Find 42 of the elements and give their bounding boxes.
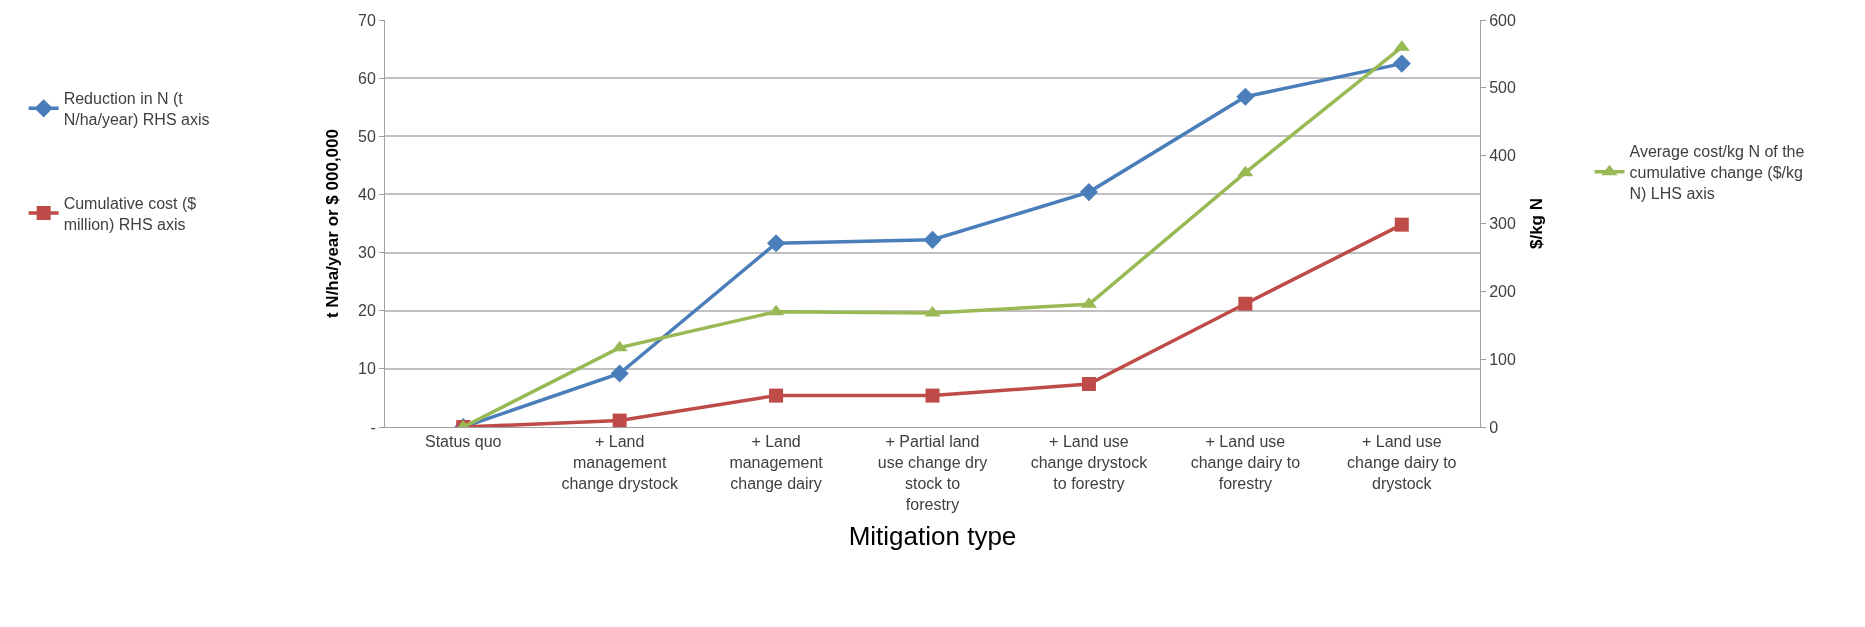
y-tick-label: 50 (358, 127, 376, 145)
y-axis-title: t N/ha/year or $ 000,000 (322, 128, 342, 319)
y-tick-label: 30 (358, 244, 376, 262)
y2-tick-label: 300 (1489, 215, 1516, 233)
y-tick-label: 20 (358, 302, 376, 320)
x-tick-label: + Land use change drystock to forestry (1030, 433, 1149, 492)
x-tick-label: + Land use change dairy to drystock (1347, 433, 1457, 492)
x-tick-label: + Land management change dairy (729, 433, 824, 492)
point (923, 230, 942, 249)
point (1081, 376, 1096, 391)
y-tick-label: - (370, 418, 376, 436)
x-tick-label: + Partial land use change dry stock to forestry (877, 433, 988, 513)
y-tick-label: 70 (358, 11, 376, 29)
y-tick-label: 60 (358, 69, 376, 87)
point (611, 340, 628, 352)
point (610, 364, 629, 383)
y-tick-label: 10 (358, 360, 376, 378)
y2-tick-label: 400 (1489, 147, 1516, 165)
x-tick-label: + Land use change dairy to forestry (1190, 433, 1301, 492)
x-tick-label: Status quo (424, 433, 502, 451)
legend-label: Reduction in N (t N/ha/year) RHS axis (63, 90, 210, 128)
point (612, 413, 627, 427)
point (1236, 87, 1255, 106)
y2-tick-label: 200 (1489, 282, 1516, 300)
point (1394, 217, 1409, 232)
point (1079, 183, 1099, 202)
point (925, 388, 940, 403)
y2-tick-label: 600 (1489, 11, 1516, 29)
x-axis-title: Mitigation type (848, 521, 1017, 552)
y2-tick-label: 0 (1489, 418, 1499, 436)
point (1392, 54, 1411, 73)
point (1237, 165, 1254, 177)
y-tick-label: 40 (358, 186, 376, 204)
y2-axis-title: $/kg N (1527, 197, 1547, 250)
point (1238, 296, 1253, 311)
y2-tick-label: 500 (1489, 79, 1516, 97)
point (769, 388, 784, 403)
legend-label: Average cost/kg N of the cumulative change ($/kg N) LHS axis (1629, 143, 1805, 202)
y2-tick-label: 100 (1489, 350, 1516, 368)
x-tick-label: + Land management change drystock (561, 433, 679, 492)
legend-label: Cumulative cost ($ million) RHS axis (63, 194, 197, 233)
point (766, 234, 786, 253)
